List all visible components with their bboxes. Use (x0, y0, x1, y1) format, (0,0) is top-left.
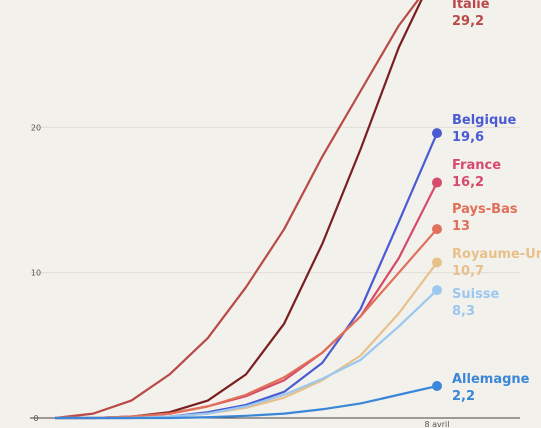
series-end-marker (432, 128, 442, 139)
series-line-france (55, 182, 438, 420)
series-name-label: France (452, 158, 501, 173)
series-line-allemagne (55, 384, 438, 420)
series-end-marker (432, 224, 442, 235)
series-name-label: Royaume-Uni (452, 247, 541, 262)
y-tick-label: 10 (31, 269, 41, 278)
series-value-label: 13 (452, 219, 470, 234)
series-name-label: Belgique (452, 113, 517, 128)
series-line-espagne (55, 0, 423, 420)
x-end-tick-label: 8 avril (424, 420, 449, 428)
series-name-label: Italie (452, 0, 490, 12)
series-value-label: 2,2 (452, 389, 475, 404)
y-tick-label: 20 (31, 123, 41, 132)
series-line-pays-bas (55, 228, 438, 420)
series-line-italie (54, 0, 420, 420)
series-end-labels: Italie 29,2 Belgique 19,6 France 16,2 Pays-Bas… (452, 0, 541, 404)
series-value-label: 29,2 (452, 14, 484, 29)
grid (30, 126, 520, 419)
series-lines (54, 0, 439, 420)
series-end-marker (432, 177, 442, 188)
axis-ticks: 0 10 20 8 avril (31, 123, 450, 428)
series-name-label: Allemagne (452, 372, 530, 387)
y-tick-label: 0 (33, 414, 38, 423)
series-end-marker (432, 381, 442, 392)
series-end-markers (432, 128, 442, 392)
series-value-label: 19,6 (452, 130, 484, 145)
series-end-marker (432, 257, 442, 268)
series-name-label: Pays-Bas (452, 202, 518, 217)
series-name-label: Suisse (452, 287, 500, 302)
series-value-label: 10,7 (452, 264, 484, 279)
series-value-label: 8,3 (452, 304, 475, 319)
series-value-label: 16,2 (452, 175, 484, 190)
series-end-marker (432, 285, 442, 296)
